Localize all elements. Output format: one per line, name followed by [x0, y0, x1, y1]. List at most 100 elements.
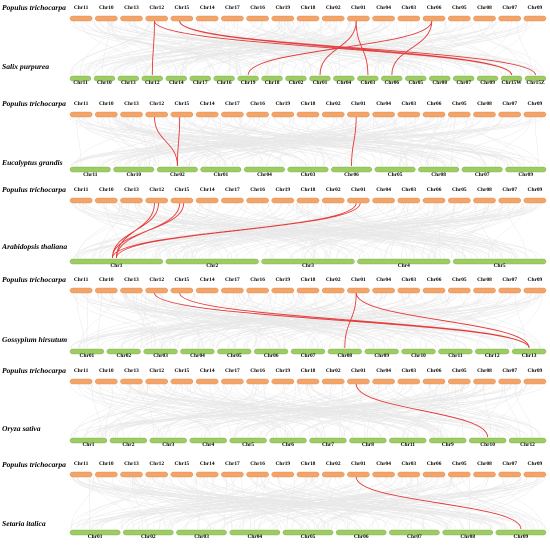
top-chromosome-bar — [196, 288, 218, 293]
bottom-chromosome-label: Chr11 — [448, 353, 463, 359]
panel-2-background-links — [70, 117, 545, 166]
panel-6-top-species: Populus trichocarpa — [2, 460, 66, 469]
top-chromosome-bar — [347, 198, 369, 203]
top-chromosome-bar — [196, 112, 218, 117]
top-chromosome-bar — [221, 112, 243, 117]
bottom-chromosome-label: Chr09 — [514, 534, 529, 540]
top-chromosome-bar — [473, 288, 495, 293]
top-chromosome-label: Chr13 — [124, 101, 139, 107]
top-chromosome-bar — [120, 198, 142, 203]
top-chromosome-bar — [322, 379, 344, 384]
top-chromosome-bar — [196, 198, 218, 203]
top-chromosome-bar — [398, 288, 420, 293]
bottom-chromosome-label: Chr03 — [361, 80, 376, 86]
top-chromosome-label: Chr09 — [528, 461, 543, 467]
top-chromosome-label: Chr12 — [149, 277, 164, 283]
top-chromosome-label: Chr18 — [301, 461, 316, 467]
top-chromosome-label: Chr09 — [528, 368, 543, 374]
top-chromosome-bar — [171, 112, 193, 117]
bottom-chromosome-label: Chr18 — [265, 80, 280, 86]
top-chromosome-bar — [95, 379, 117, 384]
top-chromosome-bar — [146, 16, 168, 21]
bottom-chromosome-label: Chr15Z — [526, 80, 545, 86]
top-chromosome-bar — [423, 379, 445, 384]
panel-2-bottom-species: Eucalyptus grandis — [2, 158, 63, 167]
top-chromosome-bar — [423, 112, 445, 117]
top-chromosome-bar — [70, 379, 92, 384]
top-chromosome-label: Chr02 — [326, 187, 341, 193]
bottom-chromosome-label: Chr1 — [110, 263, 122, 269]
bottom-chromosome-label: Chr02 — [141, 534, 156, 540]
top-chromosome-bar — [95, 472, 117, 477]
top-chromosome-label: Chr10 — [99, 461, 114, 467]
top-chromosome-bar — [272, 198, 294, 203]
top-chromosome-label: Chr01 — [351, 101, 366, 107]
top-chromosome-bar — [448, 16, 470, 21]
bottom-chromosome-label: Chr07 — [475, 172, 490, 178]
top-chromosome-bar — [373, 288, 395, 293]
top-chromosome-bar — [373, 379, 395, 384]
top-chromosome-bar — [146, 472, 168, 477]
top-chromosome-label: Chr06 — [427, 187, 442, 193]
top-chromosome-label: Chr16 — [250, 101, 265, 107]
background-link — [73, 117, 537, 166]
bottom-chromosome-label: Chr11 — [73, 80, 88, 86]
top-chromosome-bar — [347, 472, 369, 477]
top-chromosome-bar — [347, 112, 369, 117]
top-chromosome-label: Chr05 — [452, 5, 467, 11]
top-chromosome-label: Chr19 — [275, 277, 290, 283]
top-chromosome-label: Chr13 — [124, 277, 139, 283]
top-chromosome-bar — [373, 112, 395, 117]
top-chromosome-bar — [221, 16, 243, 21]
panel-6-background-links — [71, 477, 546, 529]
top-chromosome-label: Chr16 — [250, 368, 265, 374]
top-chromosome-label: Chr18 — [301, 5, 316, 11]
bottom-chromosome-label: Chr07 — [301, 353, 316, 359]
top-chromosome-bar — [297, 379, 319, 384]
top-chromosome-label: Chr06 — [427, 461, 442, 467]
top-chromosome-label: Chr17 — [225, 277, 240, 283]
top-chromosome-bar — [373, 472, 395, 477]
bottom-chromosome-label: Chr16 — [217, 80, 232, 86]
top-chromosome-bar — [120, 112, 142, 117]
top-chromosome-bar — [297, 288, 319, 293]
top-chromosome-bar — [171, 16, 193, 21]
bottom-chromosome-label: Chr8 — [362, 442, 374, 448]
top-chromosome-label: Chr18 — [301, 101, 316, 107]
top-chromosome-label: Chr01 — [351, 277, 366, 283]
top-chromosome-label: Chr10 — [99, 5, 114, 11]
top-chromosome-bar — [473, 16, 495, 21]
top-chromosome-label: Chr03 — [401, 187, 416, 193]
top-chromosome-label: Chr14 — [200, 461, 215, 467]
top-chromosome-bar — [247, 472, 269, 477]
top-chromosome-bar — [473, 198, 495, 203]
top-chromosome-label: Chr03 — [401, 368, 416, 374]
top-chromosome-label: Chr08 — [477, 101, 492, 107]
bottom-chromosome-label: Chr03 — [194, 534, 209, 540]
top-chromosome-bar — [196, 16, 218, 21]
top-chromosome-bar — [247, 198, 269, 203]
top-chromosome-label: Chr17 — [225, 101, 240, 107]
bottom-chromosome-label: Chr02 — [116, 353, 131, 359]
bottom-chromosome-label: Chr1 — [83, 442, 95, 448]
bottom-chromosome-label: Chr11 — [401, 442, 416, 448]
top-chromosome-bar — [120, 379, 142, 384]
top-chromosome-label: Chr14 — [200, 5, 215, 11]
top-chromosome-label: Chr04 — [376, 368, 391, 374]
top-chromosome-label: Chr06 — [427, 5, 442, 11]
top-chromosome-label: Chr15 — [175, 101, 190, 107]
top-chromosome-label: Chr10 — [99, 101, 114, 107]
top-chromosome-label: Chr02 — [326, 368, 341, 374]
top-chromosome-bar — [196, 472, 218, 477]
bottom-chromosome-label: Chr03 — [153, 353, 168, 359]
panel-1-bottom-species: Salix purpurea — [2, 62, 49, 71]
bottom-chromosome-label: Chr07 — [456, 80, 471, 86]
top-chromosome-bar — [473, 112, 495, 117]
bottom-chromosome-label: Chr10 — [97, 80, 112, 86]
top-chromosome-label: Chr18 — [301, 187, 316, 193]
background-link — [229, 21, 230, 75]
